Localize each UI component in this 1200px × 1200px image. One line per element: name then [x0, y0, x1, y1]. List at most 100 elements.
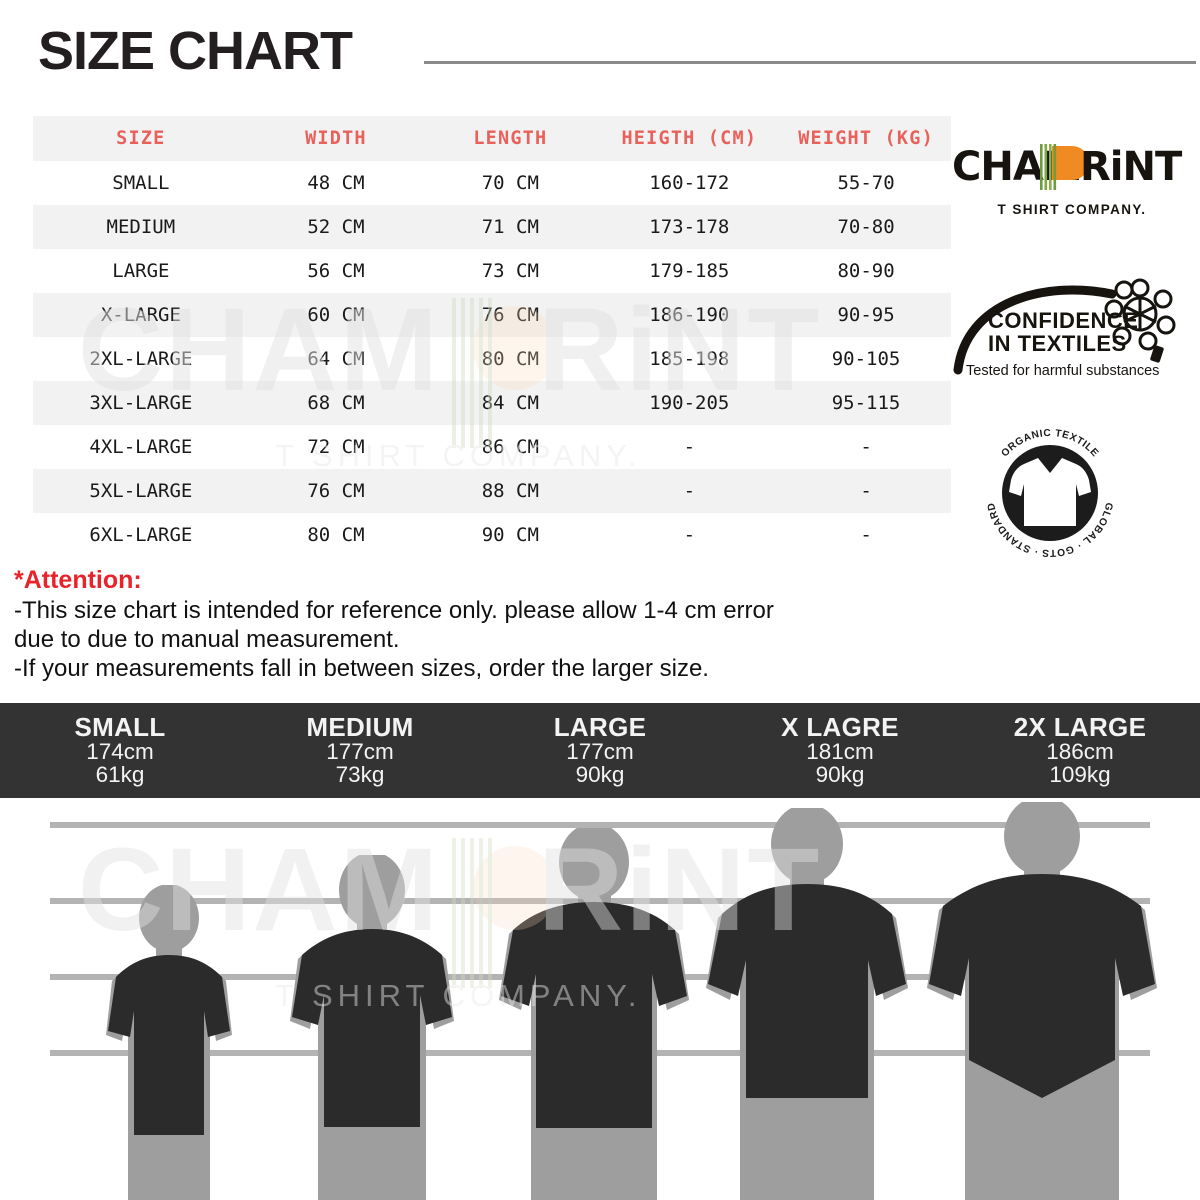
cell-width: 56 CM [307, 260, 365, 282]
model-figure-xlarge [706, 808, 908, 1200]
cell-width: 80 CM [307, 524, 365, 546]
table-header-row: SIZE WIDTH LENGTH HEIGTH (CM) WEIGHT (KG… [33, 116, 951, 161]
model-size-band: SMALL 174cm 61kg MEDIUM 177cm 73kg LARGE 177cm 9… [0, 703, 1200, 798]
band-weight-value: 90kg [575, 761, 625, 787]
band-height-value: 177cm [566, 738, 634, 764]
cell-length: 70 CM [481, 172, 539, 194]
cell-weight: 95-115 [831, 392, 901, 414]
band-cell: SMALL 174cm 61kg [0, 703, 240, 798]
cell-height: - [683, 524, 696, 546]
logo-p-mark [1040, 144, 1089, 190]
figure-shirt-medium [292, 929, 452, 1127]
band-weight-value: 109kg [1049, 761, 1111, 787]
cell-height: 179-185 [649, 260, 730, 282]
oeko-stem [1150, 345, 1164, 363]
cell-weight: 55-70 [837, 172, 895, 194]
cell-width: 76 CM [307, 480, 365, 502]
model-figure-large [499, 828, 689, 1200]
column-header-width: WIDTH [305, 128, 367, 149]
column-header-height: HEIGTH (CM) [621, 128, 758, 149]
cell-weight: - [860, 436, 872, 458]
logo-p-stripe-2 [1044, 144, 1048, 190]
cell-width: 52 CM [307, 216, 365, 238]
cell-weight: 90-95 [837, 304, 895, 326]
logo-p-stripe-4 [1053, 144, 1057, 190]
figure-shirt-xlarge [708, 884, 906, 1098]
cell-width: 68 CM [307, 392, 365, 414]
cell-width: 72 CM [307, 436, 365, 458]
brand-logo: CHAM RiNT T SHIRT COMPANY. [952, 140, 1192, 236]
size-chart-table-container: SIZE WIDTH LENGTH HEIGTH (CM) WEIGHT (KG… [33, 116, 951, 557]
band-height-value: 174cm [86, 738, 154, 764]
table-body: SMALL 48 CM 70 CM 160-172 55-70 MEDIUM 52 CM 71… [33, 161, 951, 557]
band-height-value: 181cm [806, 738, 874, 764]
title-row: SIZE CHART [0, 14, 1200, 82]
cell-size: 4XL-LARGE [89, 436, 193, 458]
band-size-label: MEDIUM [306, 712, 414, 743]
table-row: 5XL-LARGE 76 CM 88 CM - - [33, 469, 951, 513]
cell-width: 64 CM [307, 348, 365, 370]
cell-size: 3XL-LARGE [89, 392, 193, 414]
column-header-length: LENGTH [473, 128, 548, 149]
table-row: 3XL-LARGE 68 CM 84 CM 190-205 95-115 [33, 381, 951, 425]
cell-height: 190-205 [649, 392, 730, 414]
size-chart-table: SIZE WIDTH LENGTH HEIGTH (CM) WEIGHT (KG… [33, 116, 951, 557]
brand-logo-tagline: T SHIRT COMPANY. [997, 202, 1147, 217]
attention-note: *Attention: -This size chart is intended… [14, 566, 914, 683]
table-row: 6XL-LARGE 80 CM 90 CM - - [33, 513, 951, 557]
page-title: SIZE CHART [38, 21, 353, 81]
table-row: 2XL-LARGE 64 CM 80 CM 185-198 90-105 [33, 337, 951, 381]
figure-shirt-large [501, 902, 687, 1128]
cell-weight: - [860, 480, 872, 502]
table-header: SIZE WIDTH LENGTH HEIGTH (CM) WEIGHT (KG… [33, 116, 951, 161]
oeko-tex-badge-svg: CONFIDENCE IN TEXTILES Tested for harmfu… [953, 278, 1176, 379]
cell-size: X-LARGE [100, 304, 181, 326]
cell-weight: 80-90 [837, 260, 895, 282]
band-cell: MEDIUM 177cm 73kg [240, 703, 480, 798]
logo-p-stripe-3 [1049, 144, 1052, 190]
gots-shirt-icon [1009, 458, 1091, 526]
table-row: LARGE 56 CM 73 CM 179-185 80-90 [33, 249, 951, 293]
cell-length: 80 CM [481, 348, 539, 370]
attention-title: *Attention: [14, 566, 142, 594]
cell-size: 2XL-LARGE [89, 348, 193, 370]
logo-text-rint: RiNT [1080, 144, 1183, 190]
cell-height: - [683, 436, 696, 458]
cell-height: 186-190 [649, 304, 730, 326]
cell-length: 86 CM [481, 436, 539, 458]
band-cell: 2X LARGE 186cm 109kg [960, 703, 1200, 798]
attention-line-1: -This size chart is intended for referen… [14, 596, 774, 624]
band-weight-value: 73kg [335, 761, 385, 787]
model-figure-small [106, 885, 232, 1200]
oeko-line3: Tested for harmful substances [966, 363, 1159, 379]
band-weight-value: 61kg [95, 761, 145, 787]
attention-line-3: -If your measurements fall in between si… [14, 655, 709, 683]
title-divider [424, 61, 1196, 64]
logo-p-bowl [1052, 146, 1089, 180]
band-height-value: 186cm [1046, 738, 1114, 764]
attention-line-2: due to due to manual measurement. [14, 625, 400, 653]
band-cell: LARGE 177cm 90kg [480, 703, 720, 798]
cell-size: LARGE [112, 260, 170, 282]
cell-size: 6XL-LARGE [89, 524, 193, 546]
figure-shirt-2xlarge [929, 874, 1155, 1098]
band-size-label: X LAGRE [781, 712, 899, 743]
cell-size: SMALL [112, 172, 170, 194]
cell-weight: - [860, 524, 872, 546]
band-size-label: 2X LARGE [1013, 712, 1147, 743]
band-cell: X LAGRE 181cm 90kg [720, 703, 960, 798]
cell-height: 185-198 [649, 348, 730, 370]
table-row: X-LARGE 60 CM 76 CM 186-190 90-95 [33, 293, 951, 337]
cell-length: 76 CM [481, 304, 539, 326]
model-figure-2xlarge [927, 802, 1157, 1200]
logo-p-stripe-1 [1040, 144, 1043, 190]
cell-length: 90 CM [481, 524, 539, 546]
cell-length: 71 CM [481, 216, 539, 238]
cell-length: 84 CM [481, 392, 539, 414]
figure-shirt-small [108, 955, 230, 1135]
cell-length: 73 CM [481, 260, 539, 282]
model-figure-medium [290, 855, 454, 1200]
band-size-label: LARGE [553, 712, 647, 743]
cell-height: - [683, 480, 696, 502]
height-guide-line-1 [50, 822, 1150, 828]
